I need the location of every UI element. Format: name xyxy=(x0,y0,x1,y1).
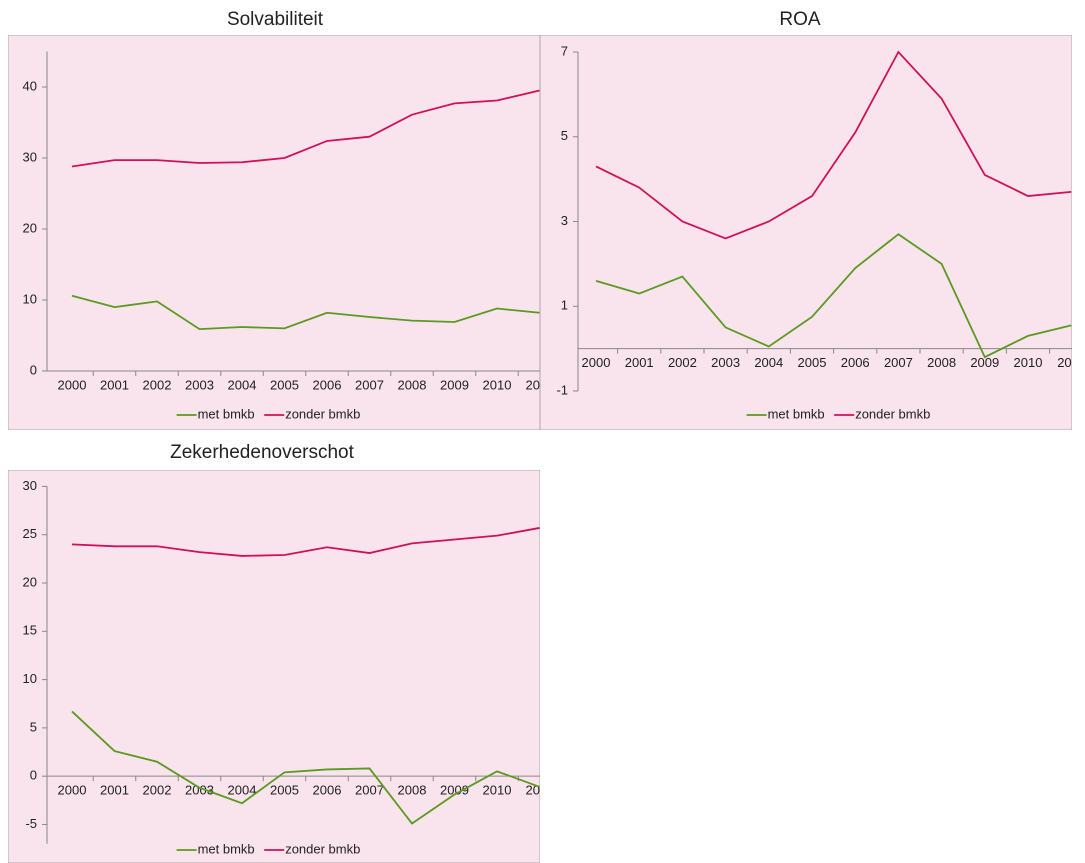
x-tick-label: 2007 xyxy=(355,377,384,392)
x-tick-label: 2006 xyxy=(313,783,342,798)
x-tick-label: 2006 xyxy=(841,355,870,370)
y-tick-label: 30 xyxy=(23,149,37,164)
x-tick-label: 2003 xyxy=(711,355,740,370)
y-tick-label: 5 xyxy=(561,128,568,143)
x-tick-label: 2005 xyxy=(270,377,299,392)
legend-label: met bmkb xyxy=(198,406,255,421)
x-tick-label: 2000 xyxy=(58,783,87,798)
x-tick-label: 2009 xyxy=(440,783,469,798)
series-line xyxy=(595,50,1072,240)
y-tick-label: 15 xyxy=(23,623,37,638)
x-tick-label: 2000 xyxy=(582,355,611,370)
legend-label: zonder bmkb xyxy=(285,841,360,856)
x-tick-label: 2007 xyxy=(884,355,913,370)
legend-label: zonder bmkb xyxy=(855,406,930,421)
legend-label: zonder bmkb xyxy=(285,406,360,421)
legend-label: met bmkb xyxy=(768,406,825,421)
y-tick-label: 10 xyxy=(23,671,37,686)
series-line xyxy=(71,294,540,331)
y-tick-label: -5 xyxy=(25,816,37,831)
x-tick-label: 2008 xyxy=(927,355,956,370)
y-tick-label: 0 xyxy=(30,362,37,377)
x-tick-label: 2011 xyxy=(1057,355,1085,370)
x-tick-label: 2005 xyxy=(798,355,827,370)
y-tick-label: 0 xyxy=(30,768,37,783)
series-line xyxy=(595,233,1072,359)
chart-title: Solvabiliteit xyxy=(227,9,324,30)
x-tick-label: 2008 xyxy=(398,377,427,392)
series-line xyxy=(71,89,540,168)
x-tick-label: 2003 xyxy=(185,783,214,798)
x-tick-label: 2001 xyxy=(100,377,129,392)
x-tick-label: 2004 xyxy=(228,783,257,798)
y-tick-label: 30 xyxy=(23,478,37,493)
series-line xyxy=(71,710,540,825)
x-tick-label: 2001 xyxy=(625,355,654,370)
x-tick-label: 2002 xyxy=(143,377,172,392)
x-tick-label: 2004 xyxy=(228,377,257,392)
x-tick-label: 2006 xyxy=(313,377,342,392)
x-tick-label: 2010 xyxy=(1014,355,1043,370)
x-tick-label: 2011 xyxy=(526,783,554,798)
x-tick-label: 2011 xyxy=(526,377,554,392)
chart: 0 10 20 30 40 2000 2001 2002 2003 2004 2005 2006 200… xyxy=(8,35,554,430)
y-tick-label: 25 xyxy=(23,526,37,541)
x-tick-label: 2009 xyxy=(440,377,469,392)
x-tick-label: 2001 xyxy=(100,783,129,798)
x-tick-label: 2010 xyxy=(483,783,512,798)
x-tick-label: 2009 xyxy=(970,355,999,370)
x-tick-label: 2003 xyxy=(185,377,214,392)
x-tick-label: 2005 xyxy=(270,783,299,798)
y-tick-label: 20 xyxy=(23,220,37,235)
chart-title: ROA xyxy=(779,9,821,30)
chart-background xyxy=(8,35,540,430)
x-tick-label: 2004 xyxy=(754,355,783,370)
x-tick-label: 2010 xyxy=(483,377,512,392)
chart-background xyxy=(8,470,540,863)
chart: -5 0 5 10 15 20 25 30 2000 2001 2002 2003 2004 2005 20… xyxy=(8,470,554,863)
y-tick-label: 1 xyxy=(561,298,568,313)
y-tick-label: 5 xyxy=(30,719,37,734)
chart-background xyxy=(540,35,1072,430)
legend-label: met bmkb xyxy=(198,841,255,856)
y-tick-label: 7 xyxy=(561,43,568,58)
x-tick-label: 2002 xyxy=(143,783,172,798)
chart-title: Zekerhedenoverschot xyxy=(170,442,354,463)
x-tick-label: 2002 xyxy=(668,355,697,370)
y-tick-label: 10 xyxy=(23,291,37,306)
x-tick-label: 2007 xyxy=(355,783,384,798)
y-tick-label: -1 xyxy=(556,382,568,397)
chart: -1 1 3 5 7 2000 2001 2002 2003 2004 2005 2006 2007 20… xyxy=(540,35,1085,430)
x-tick-label: 2000 xyxy=(58,377,87,392)
series-line xyxy=(71,527,540,557)
y-tick-label: 3 xyxy=(561,213,568,228)
y-tick-label: 40 xyxy=(23,78,37,93)
y-tick-label: 20 xyxy=(23,574,37,589)
x-tick-label: 2008 xyxy=(398,783,427,798)
